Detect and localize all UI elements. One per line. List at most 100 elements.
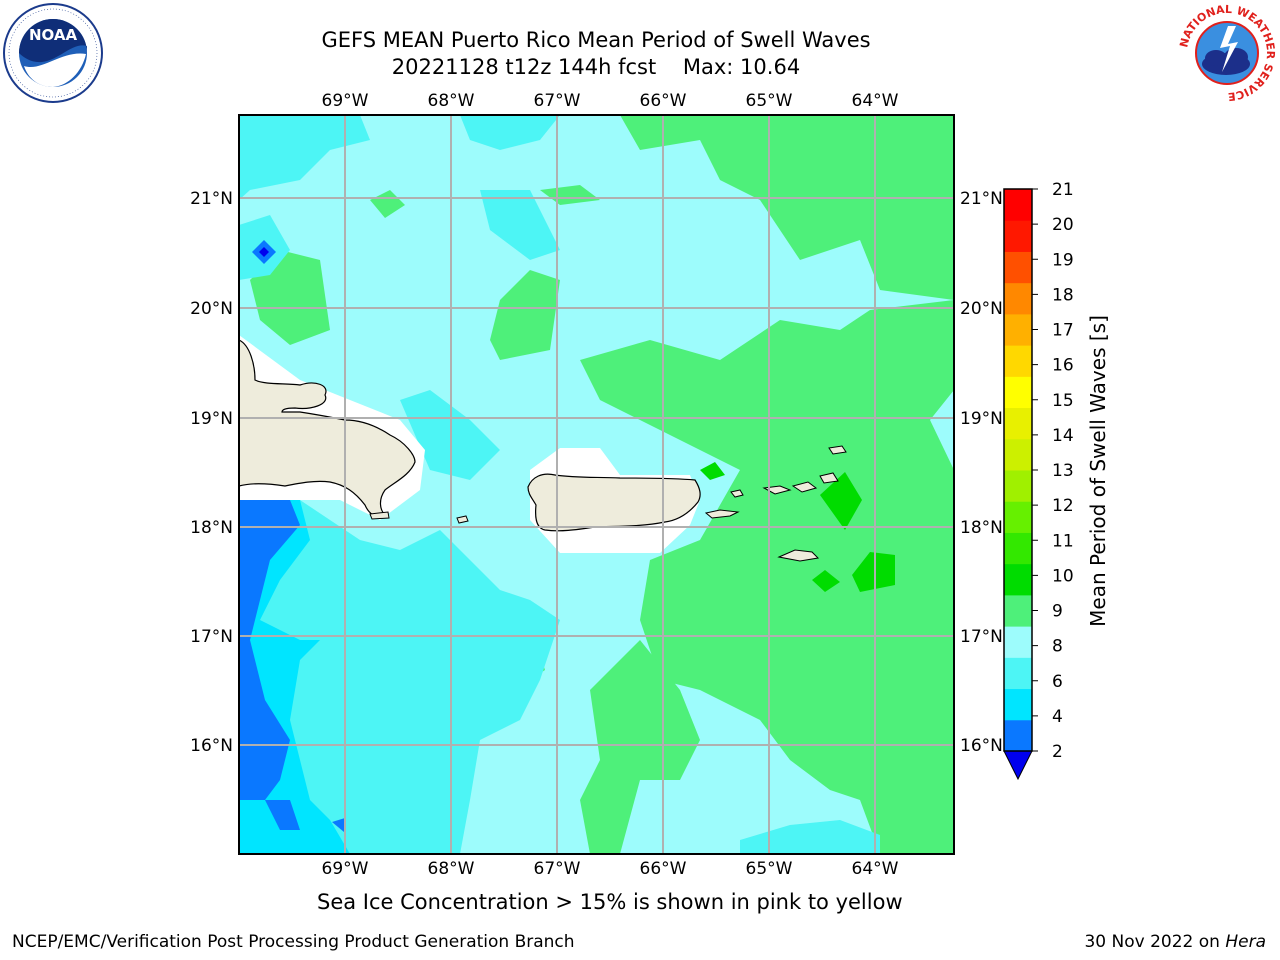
colorbar-tick-label: 20: [1052, 215, 1074, 235]
colorbar-swatch: [1004, 501, 1032, 533]
field-region-10-11: [820, 472, 862, 530]
colorbar-swatch: [1004, 563, 1032, 596]
colorbar-swatch: [1004, 719, 1032, 752]
lon-label-top: 64°W: [852, 91, 899, 111]
field-region-6-8: [239, 115, 370, 200]
colorbar-title: Mean Period of Swell Waves [s]: [1086, 315, 1110, 627]
island: [777, 549, 820, 562]
field-region-10-11: [700, 462, 725, 480]
lon-label-bottom: 64°W: [852, 859, 899, 879]
field-region-10-11: [812, 570, 840, 592]
colorbar-tick-label: 14: [1052, 426, 1074, 446]
graticule: [239, 115, 954, 854]
colorbar-tick-label: 11: [1052, 531, 1074, 551]
puerto-rico-land: [527, 473, 701, 532]
lon-label-bottom: 66°W: [640, 859, 687, 879]
lat-label-right: 19°N: [960, 409, 1003, 429]
colorbar-tick-label: 17: [1052, 321, 1074, 341]
map-frame: [238, 114, 955, 855]
title-line-2: 20221128 t12z 144h fcst Max: 10.64: [391, 55, 801, 79]
lon-label-top: 67°W: [534, 91, 581, 111]
lon-label-bottom: 65°W: [746, 859, 793, 879]
colorbar-swatch: [1004, 626, 1032, 658]
island: [369, 511, 390, 520]
noaa-logo-text: NOAA: [29, 26, 78, 44]
colorbar-tick-label: 21: [1052, 180, 1074, 200]
lon-label-bottom: 67°W: [534, 859, 581, 879]
colorbar-swatch: [1004, 470, 1032, 502]
lat-label-left: 21°N: [190, 189, 233, 209]
field-region-under: [259, 247, 269, 257]
field-region-6-8: [460, 115, 560, 150]
colorbar-tick-label: 18: [1052, 285, 1074, 305]
field-region-9-10: [540, 185, 600, 205]
colorbar-under-triangle: [1003, 750, 1033, 781]
island: [456, 515, 469, 524]
colorbar-tick-label: 10: [1052, 566, 1074, 586]
colorbar-swatch: [1004, 407, 1032, 440]
colorbar-tick-label: 9: [1052, 602, 1063, 622]
lat-label-left: 18°N: [190, 518, 233, 538]
field-region-6-8: [480, 190, 560, 260]
colorbar-swatch: [1004, 438, 1032, 471]
colorbar-tick-label: 8: [1052, 637, 1063, 657]
field-region-9-10: [580, 300, 954, 854]
date-stamp: 30 Nov 2022 on Hera: [1084, 932, 1266, 952]
map-field: [239, 115, 954, 854]
colorbar-swatch: [1004, 189, 1032, 221]
colorbar-swatch: [1004, 282, 1032, 315]
colorbar-swatch: [1004, 345, 1032, 377]
colorbar-swatch: [1004, 313, 1032, 346]
island: [704, 509, 740, 519]
field-region-6-8: [740, 820, 880, 854]
lat-label-left: 19°N: [190, 409, 233, 429]
colorbar-tick-label: 19: [1052, 250, 1074, 270]
lat-label-left: 20°N: [190, 299, 233, 319]
field-region-9-10: [580, 640, 700, 854]
colorbar-tick-label: 12: [1052, 496, 1074, 516]
lat-label-right: 18°N: [960, 518, 1003, 538]
lat-label-left: 17°N: [190, 627, 233, 647]
field-region-2-4: [265, 800, 300, 830]
lon-label-top: 65°W: [746, 91, 793, 111]
lon-label-top: 68°W: [428, 91, 475, 111]
field-region-9-10: [620, 115, 954, 300]
lat-label-right: 20°N: [960, 299, 1003, 319]
nws-logo: NATIONAL WEATHER SERVICE: [1177, 3, 1277, 103]
field-region-10-11: [852, 552, 895, 592]
colorbar-tick-label: 6: [1052, 672, 1063, 692]
colorbar-swatch: [1004, 688, 1032, 721]
island: [828, 445, 847, 455]
machine-name: Hera: [1225, 932, 1266, 952]
colorbar-swatch: [1004, 376, 1032, 409]
lat-label-right: 16°N: [960, 736, 1003, 756]
lon-label-top: 66°W: [640, 91, 687, 111]
title-line-1: GEFS MEAN Puerto Rico Mean Period of Swe…: [321, 28, 871, 52]
colorbar-tick-label: 15: [1052, 391, 1074, 411]
colorbar-swatch: [1004, 657, 1032, 690]
field-region-6-8: [239, 500, 560, 854]
lat-label-right: 17°N: [960, 627, 1003, 647]
lon-label-bottom: 68°W: [428, 859, 475, 879]
colorbar: 2 4 6 8 9 10 11 12 13 14 15 16 17 18 19 20 21: [1003, 180, 1074, 781]
field-region-2-4: [239, 500, 300, 800]
colorbar-tick-label: 13: [1052, 461, 1074, 481]
colorbar-tick-label: 16: [1052, 356, 1074, 376]
lon-label-bottom: 69°W: [322, 859, 369, 879]
field-region-2-4: [332, 818, 345, 832]
lon-label-top: 69°W: [322, 91, 369, 111]
lat-label-right: 21°N: [960, 189, 1003, 209]
colorbar-tick-label: 2: [1052, 742, 1063, 762]
hispaniola-land: [239, 339, 416, 518]
island: [762, 485, 792, 495]
colorbar-swatch: [1004, 532, 1032, 565]
island: [730, 489, 744, 498]
field-region-9-10: [490, 270, 560, 360]
credit-text: NCEP/EMC/Verification Post Processing Pr…: [12, 932, 575, 952]
island: [791, 481, 818, 493]
colorbar-swatch: [1004, 220, 1032, 252]
colorbar-swatch: [1004, 594, 1032, 627]
lat-label-left: 16°N: [190, 736, 233, 756]
island: [819, 472, 839, 484]
